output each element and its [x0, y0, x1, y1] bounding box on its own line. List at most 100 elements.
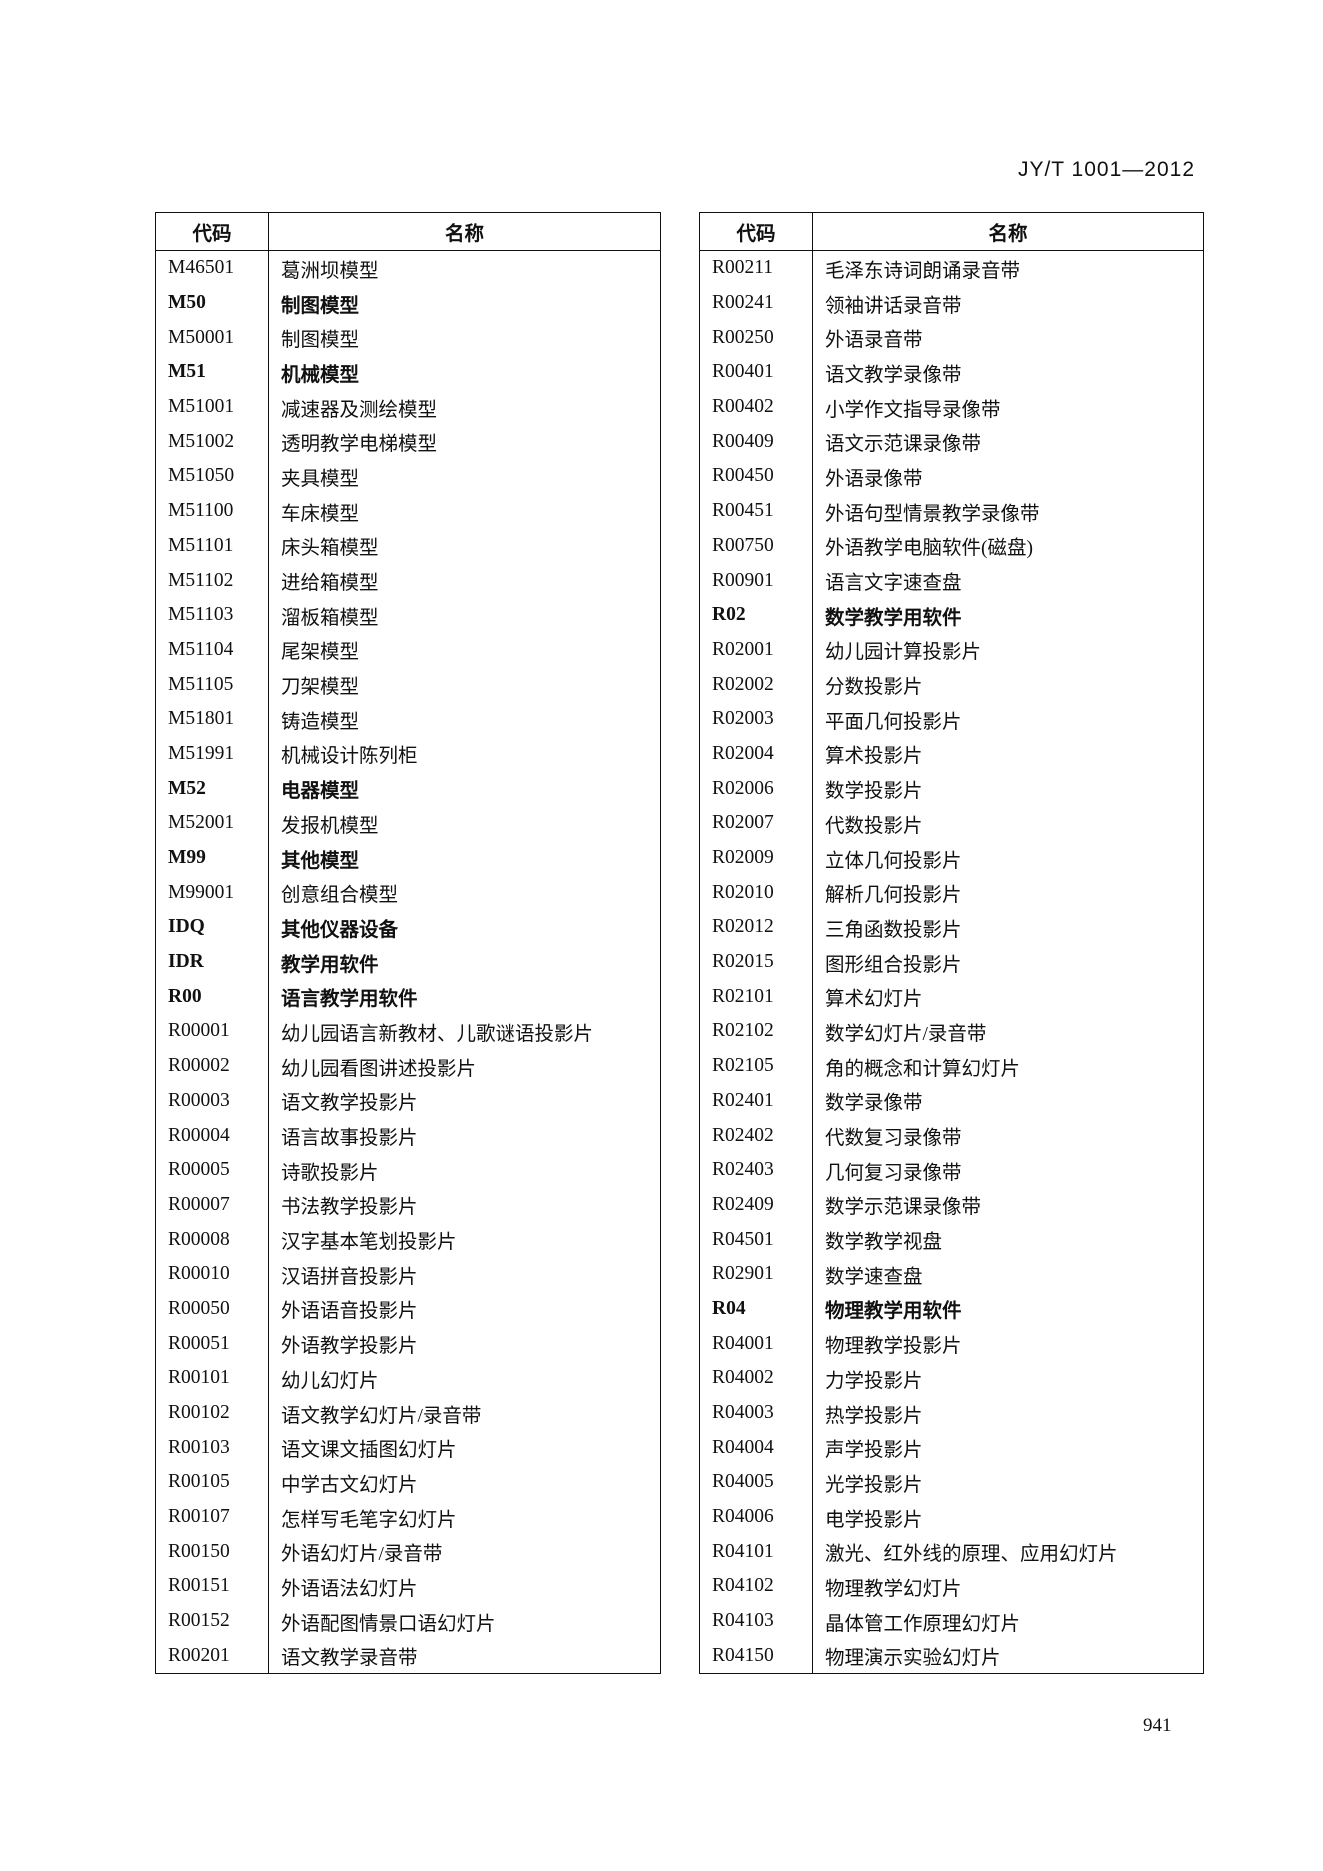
table-header-row: 代码 名称	[699, 212, 1204, 251]
code-cell: R00105	[155, 1465, 269, 1500]
code-cell: R00051	[155, 1326, 269, 1361]
table-row: R04002 力学投影片	[699, 1361, 1204, 1396]
code-cell: R00152	[155, 1603, 269, 1639]
code-cell: R02102	[699, 1014, 813, 1049]
name-cell: 电学投影片	[812, 1499, 1204, 1535]
category-row: R04 物理教学用软件	[699, 1291, 1204, 1327]
name-cell: 幼儿园看图讲述投影片	[268, 1048, 661, 1084]
code-cell: M51100	[155, 493, 269, 529]
table-row: R00409 语文示范课录像带	[699, 424, 1204, 460]
table-row: R00901 语言文字速查盘	[699, 563, 1204, 598]
code-cell: R00003	[155, 1083, 269, 1119]
code-cell: R00211	[699, 250, 813, 286]
name-cell: 外语教学投影片	[268, 1326, 661, 1361]
name-cell: 幼儿园计算投影片	[812, 632, 1204, 668]
name-cell: 解析几何投影片	[812, 875, 1204, 911]
page-number: 941	[1143, 1715, 1172, 1736]
code-cell: R02007	[699, 806, 813, 841]
name-cell: 外语录音带	[812, 320, 1204, 356]
table-row: M51105 刀架模型	[155, 667, 661, 702]
column-header-code: 代码	[155, 212, 269, 251]
table-row: R02009 立体几何投影片	[699, 840, 1204, 876]
code-cell: M50	[155, 285, 269, 321]
document-standard-number: JY/T 1001—2012	[1017, 158, 1195, 181]
code-cell: R00450	[699, 459, 813, 494]
name-cell: 毛泽东诗词朗诵录音带	[812, 250, 1204, 286]
code-cell: R00151	[155, 1569, 269, 1604]
category-row: R00 语言教学用软件	[155, 979, 661, 1015]
table-row: R02004 算术投影片	[699, 736, 1204, 772]
table-row: R02402 代数复习录像带	[699, 1118, 1204, 1153]
table-row: R04101 激光、红外线的原理、应用幻灯片	[699, 1534, 1204, 1570]
table-row: R00401 语文教学录像带	[699, 355, 1204, 390]
table-row: M51104 尾架模型	[155, 632, 661, 668]
code-cell: R00	[155, 979, 269, 1015]
code-cell: R00750	[699, 528, 813, 564]
table-row: R00001 幼儿园语言新教材、儿歌谜语投影片	[155, 1014, 661, 1049]
table-row: R00102 语文教学幻灯片/录音带	[155, 1395, 661, 1431]
code-cell: R04501	[699, 1222, 813, 1257]
table-row: R02901 数学速查盘	[699, 1256, 1204, 1292]
table-row: R00211 毛泽东诗词朗诵录音带	[699, 250, 1204, 286]
table-row: R00003 语文教学投影片	[155, 1083, 661, 1119]
name-cell: 语文示范课录像带	[812, 424, 1204, 460]
table-row: M51103 溜板箱模型	[155, 597, 661, 633]
name-cell: 热学投影片	[812, 1395, 1204, 1431]
table-row: R00002 幼儿园看图讲述投影片	[155, 1048, 661, 1084]
table-row: R04003 热学投影片	[699, 1395, 1204, 1431]
table-header-row: 代码 名称	[155, 212, 661, 251]
name-cell: 物理教学用软件	[812, 1291, 1204, 1327]
table-row: M51050 夹具模型	[155, 459, 661, 494]
code-cell: R04006	[699, 1499, 813, 1535]
table-row: R00250 外语录音带	[699, 320, 1204, 356]
name-cell: 汉字基本笔划投影片	[268, 1222, 661, 1257]
code-cell: M99001	[155, 875, 269, 911]
name-cell: 数学教学用软件	[812, 597, 1204, 633]
name-cell: 平面几何投影片	[812, 701, 1204, 737]
name-cell: 语文教学录像带	[812, 355, 1204, 390]
table-row: R00005 诗歌投影片	[155, 1152, 661, 1188]
code-cell: R02409	[699, 1187, 813, 1223]
name-cell: 语文课文插图幻灯片	[268, 1430, 661, 1466]
name-cell: 其他仪器设备	[268, 910, 661, 945]
name-cell: 书法教学投影片	[268, 1187, 661, 1223]
name-cell: 语文教学投影片	[268, 1083, 661, 1119]
name-cell: 立体几何投影片	[812, 840, 1204, 876]
code-cell: M51105	[155, 667, 269, 702]
code-table-right: 代码 名称 R00211 毛泽东诗词朗诵录音带 R00241 领袖讲话录音带 R0025…	[699, 212, 1204, 1675]
name-cell: 尾架模型	[268, 632, 661, 668]
table-row: M51001 减速器及测绘模型	[155, 389, 661, 425]
name-cell: 外语幻灯片/录音带	[268, 1534, 661, 1570]
name-cell: 物理演示实验幻灯片	[812, 1638, 1204, 1674]
name-cell: 电器模型	[268, 771, 661, 806]
table-row: R04150 物理演示实验幻灯片	[699, 1638, 1204, 1674]
code-cell: M51001	[155, 389, 269, 425]
table-row: R04004 声学投影片	[699, 1430, 1204, 1466]
name-cell: 领袖讲话录音带	[812, 285, 1204, 321]
code-cell: R02	[699, 597, 813, 633]
table-row: M51002 透明教学电梯模型	[155, 424, 661, 460]
code-cell: M51050	[155, 459, 269, 494]
name-cell: 刀架模型	[268, 667, 661, 702]
code-cell: R02402	[699, 1118, 813, 1153]
table-row: R02002 分数投影片	[699, 667, 1204, 702]
code-cell: M51104	[155, 632, 269, 668]
name-cell: 语文教学录音带	[268, 1638, 661, 1674]
table-row: M99001 创意组合模型	[155, 875, 661, 911]
table-row: M51100 车床模型	[155, 493, 661, 529]
table-row: R00105 中学古文幻灯片	[155, 1465, 661, 1500]
table-row: R02403 几何复习录像带	[699, 1152, 1204, 1188]
table-row: R00103 语文课文插图幻灯片	[155, 1430, 661, 1466]
category-row: M99 其他模型	[155, 840, 661, 876]
code-cell: R00050	[155, 1291, 269, 1327]
code-cell: R00107	[155, 1499, 269, 1535]
table-row: M51991 机械设计陈列柜	[155, 736, 661, 772]
code-cell: M52001	[155, 806, 269, 841]
table-row: R04006 电学投影片	[699, 1499, 1204, 1535]
name-cell: 外语教学电脑软件(磁盘)	[812, 528, 1204, 564]
code-cell: R04150	[699, 1638, 813, 1674]
table-row: R02401 数学录像带	[699, 1083, 1204, 1119]
code-cell: R00201	[155, 1638, 269, 1674]
table-row: R00101 幼儿幻灯片	[155, 1361, 661, 1396]
name-cell: 夹具模型	[268, 459, 661, 494]
